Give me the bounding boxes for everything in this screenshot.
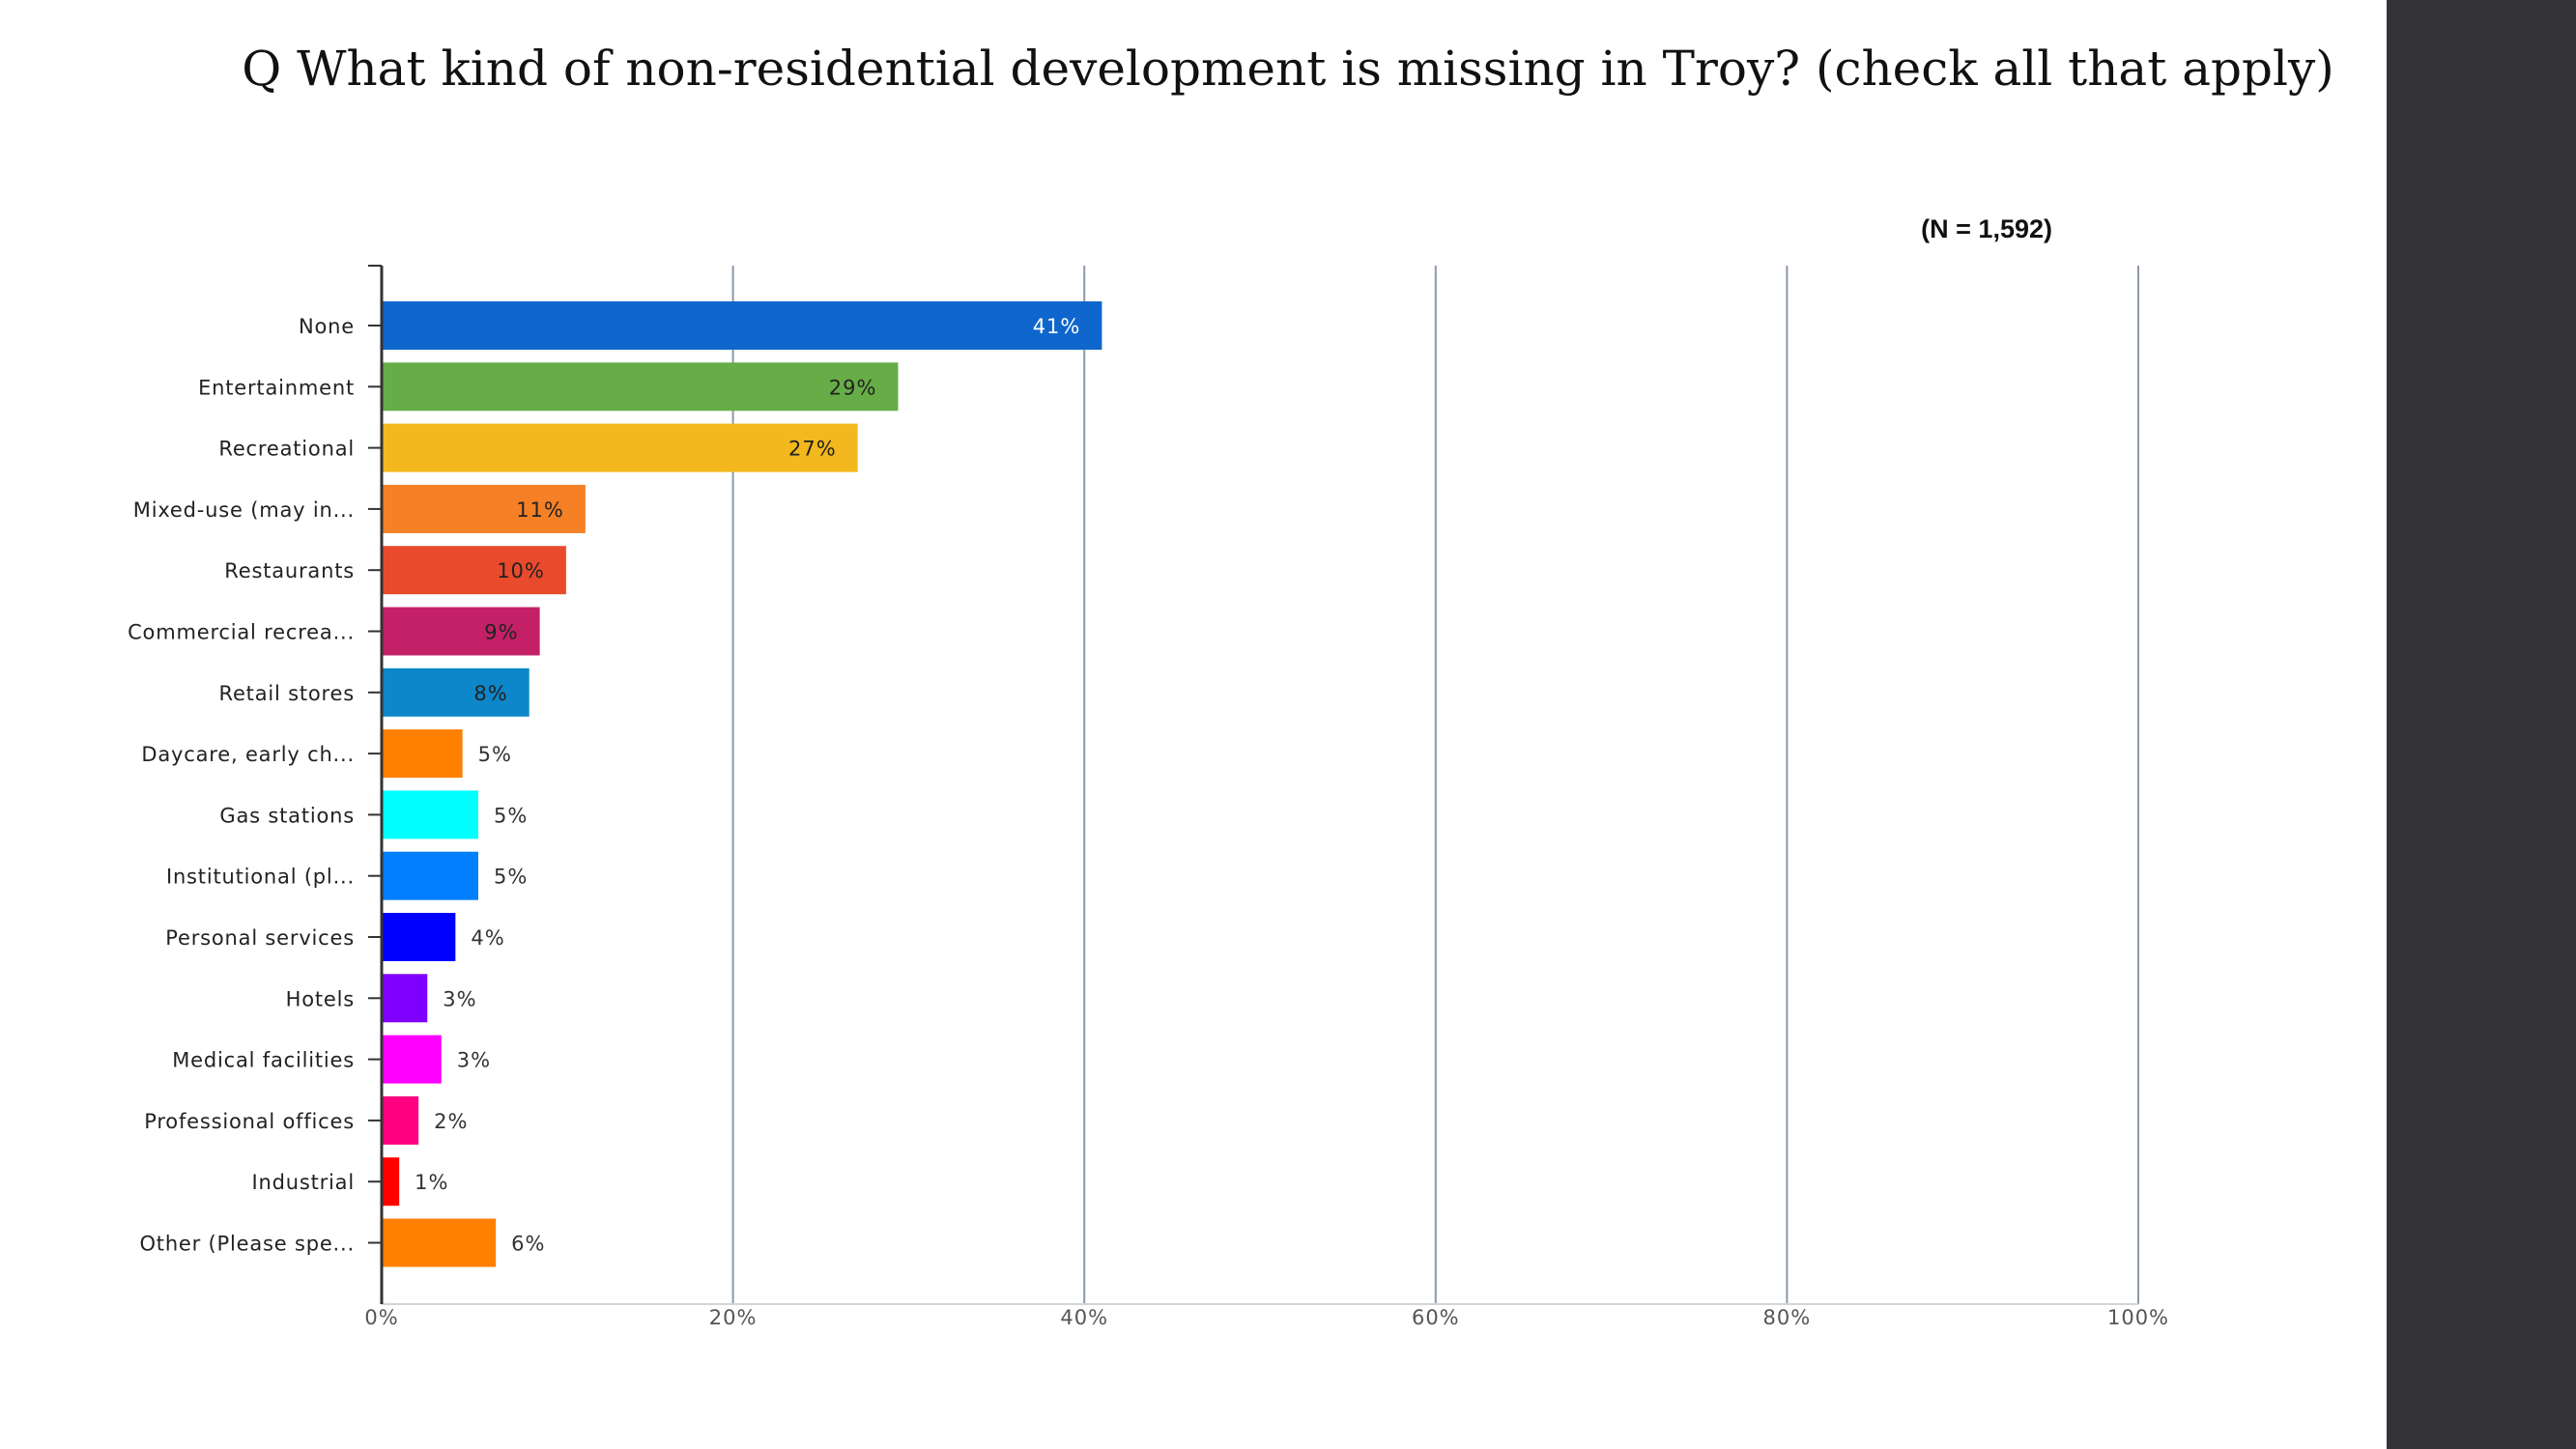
category-label: Daycare, early ch... — [141, 743, 355, 766]
bar — [382, 851, 478, 900]
category-label: Gas stations — [219, 804, 355, 827]
bar — [382, 790, 478, 839]
data-label: 2% — [434, 1110, 468, 1133]
bar-chart: 0% 20% 40% 60% 80% 100% None 41% Entertainment 29… — [128, 265, 2169, 1329]
data-label: 6% — [511, 1233, 545, 1256]
data-label: 3% — [443, 987, 476, 1010]
x-tick-label: 0% — [364, 1306, 398, 1329]
slide-title: Q What kind of non-residential developme… — [0, 41, 2576, 97]
category-label: Industrial — [252, 1171, 356, 1194]
bar — [382, 668, 530, 717]
data-label: 3% — [457, 1049, 491, 1072]
bar — [382, 362, 899, 412]
x-tick-label: 80% — [1763, 1306, 1812, 1329]
bar — [382, 1035, 442, 1084]
bar — [382, 607, 540, 656]
data-label: 5% — [494, 804, 528, 827]
bar — [382, 729, 463, 779]
category-label: Other (Please spe... — [139, 1233, 355, 1256]
data-label: 29% — [829, 376, 877, 399]
data-label: 9% — [484, 621, 518, 644]
category-label: Personal services — [165, 926, 355, 950]
category-label: Professional offices — [144, 1110, 355, 1133]
sample-size-note: (N = 1,592) — [1921, 214, 2052, 243]
category-label: Mixed-use (may in... — [133, 498, 355, 522]
bar — [382, 423, 858, 472]
category-label: Recreational — [218, 438, 355, 461]
data-label: 4% — [471, 926, 504, 950]
data-label: 10% — [497, 559, 545, 582]
category-label: Restaurants — [224, 559, 355, 582]
category-label: Commercial recrea... — [128, 621, 355, 644]
category-label: Hotels — [286, 987, 355, 1010]
x-tick-label: 40% — [1060, 1306, 1108, 1329]
category-label: Entertainment — [198, 376, 355, 399]
data-label: 41% — [1033, 315, 1081, 338]
data-label: 5% — [478, 743, 512, 766]
slide-title-text: Q What kind of non-residential developme… — [242, 41, 2334, 97]
data-label: 11% — [516, 498, 564, 522]
data-label: 5% — [494, 866, 528, 889]
bar — [382, 301, 1102, 350]
x-tick-label: 100% — [2107, 1306, 2169, 1329]
bar — [382, 546, 566, 595]
x-tick-label: 20% — [709, 1306, 758, 1329]
category-label: Institutional (pl... — [166, 866, 355, 889]
bar — [382, 1095, 419, 1145]
bar — [382, 974, 428, 1023]
bar — [382, 913, 456, 961]
category-label: None — [299, 315, 355, 338]
data-label: 1% — [415, 1171, 448, 1194]
bar — [382, 1157, 400, 1207]
sidebar-panel — [2387, 0, 2576, 1449]
category-label: Medical facilities — [172, 1049, 355, 1072]
bar — [382, 484, 586, 533]
data-label: 8% — [473, 682, 507, 705]
data-label: 27% — [788, 438, 837, 461]
x-tick-label: 60% — [1412, 1306, 1460, 1329]
bar — [382, 1218, 497, 1267]
slide: Q What kind of non-residential developme… — [128, 41, 2334, 1329]
category-label: Retail stores — [219, 682, 355, 705]
